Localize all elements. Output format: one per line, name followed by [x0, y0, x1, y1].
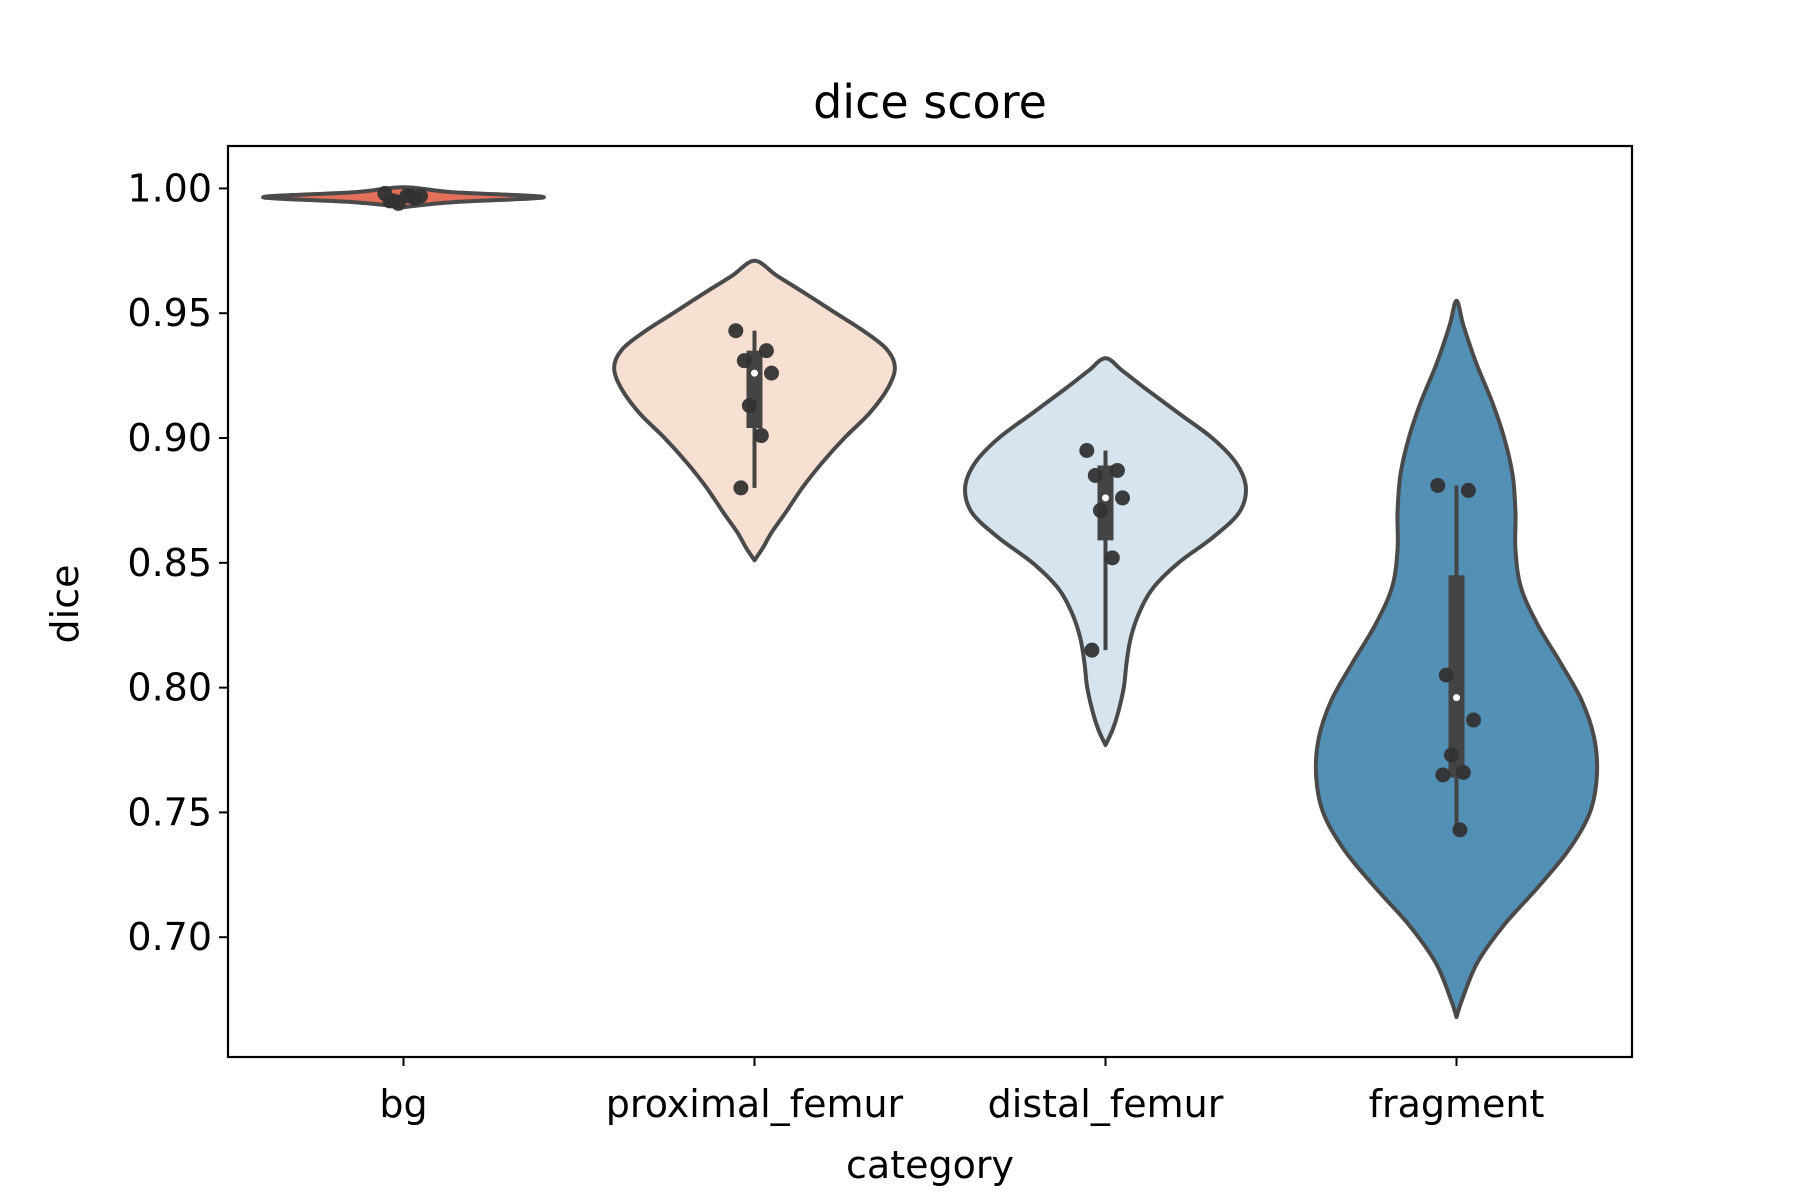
iqr-box	[1097, 465, 1114, 541]
data-point	[1109, 462, 1125, 478]
data-point	[1435, 767, 1451, 783]
data-point	[736, 353, 752, 369]
data-point	[382, 193, 398, 209]
y-axis-label: dice	[43, 565, 87, 644]
violin-distal_femur	[963, 356, 1248, 747]
chart-title: dice score	[813, 75, 1047, 129]
y-tick-label: 0.90	[127, 416, 212, 460]
median-marker	[1453, 694, 1460, 702]
x-tick-label: proximal_femur	[606, 1082, 904, 1126]
data-point	[733, 480, 749, 496]
x-tick-label: fragment	[1369, 1082, 1545, 1126]
data-point	[1115, 490, 1130, 506]
data-point	[1092, 502, 1108, 518]
data-point	[1452, 822, 1468, 838]
plot-frame	[226, 144, 1634, 1059]
data-point	[1466, 712, 1481, 728]
data-point	[741, 398, 757, 414]
y-tick-label: 0.80	[127, 666, 212, 710]
data-point	[753, 428, 769, 444]
data-point	[1104, 550, 1120, 566]
x-axis: bg proximal_femur distal_femur fragment	[379, 1057, 1544, 1126]
x-tick-label: distal_femur	[988, 1082, 1224, 1126]
data-point	[1438, 667, 1454, 683]
median-marker	[1102, 494, 1109, 502]
data-point	[1443, 747, 1459, 763]
data-point	[758, 343, 774, 359]
data-point	[399, 188, 415, 204]
violins-layer	[261, 185, 1600, 1020]
data-point	[764, 365, 779, 381]
x-axis-label: category	[846, 1143, 1014, 1187]
data-point	[1084, 642, 1100, 658]
data-point	[1430, 477, 1446, 493]
y-tick-label: 1.00	[127, 166, 212, 210]
data-point	[1079, 442, 1095, 458]
y-tick-label: 0.70	[127, 915, 212, 959]
data-point	[1087, 467, 1103, 483]
x-tick-label: bg	[379, 1082, 427, 1126]
data-point	[1455, 764, 1471, 780]
data-point	[1460, 482, 1476, 498]
y-tick-label: 0.85	[127, 541, 212, 585]
violin-proximal_femur	[612, 258, 897, 563]
y-tick-label: 0.95	[127, 291, 212, 335]
y-axis: 0.70 0.75 0.80 0.85 0.90 0.95 1.00	[127, 166, 228, 959]
y-tick-label: 0.75	[127, 790, 212, 834]
data-point	[728, 323, 744, 339]
iqr-box	[1448, 575, 1465, 778]
violin-fragment	[1313, 298, 1600, 1020]
violin-bg	[261, 185, 546, 211]
median-marker	[751, 369, 758, 377]
